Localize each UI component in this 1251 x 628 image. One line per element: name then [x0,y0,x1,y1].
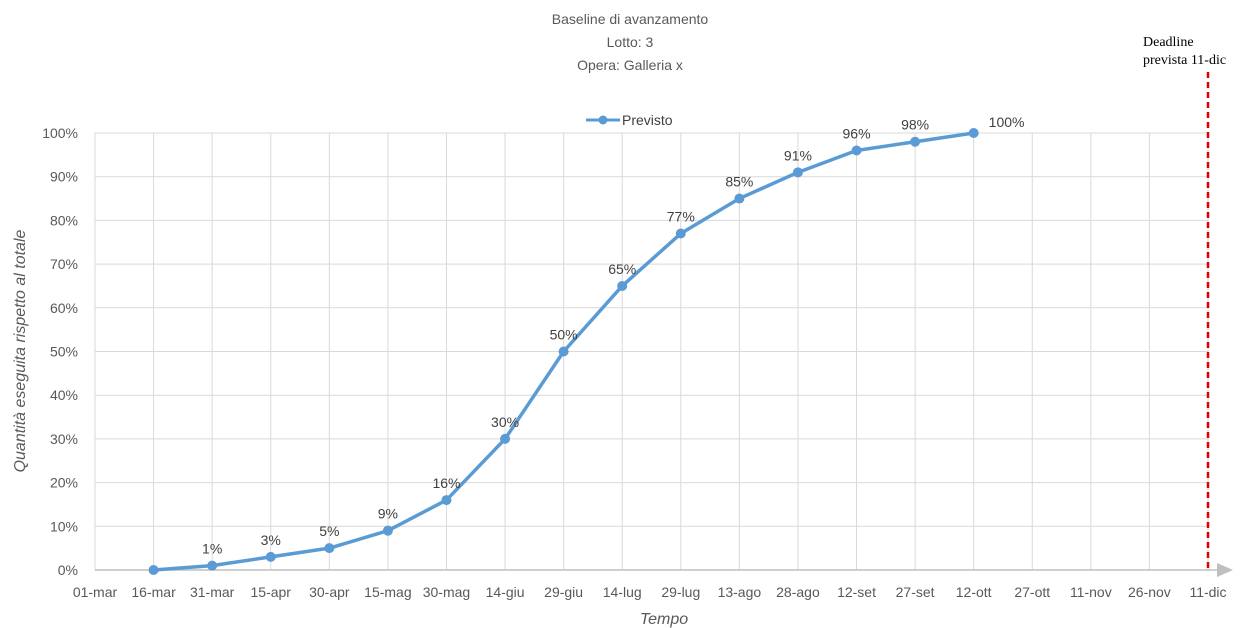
data-label: 3% [261,532,281,548]
data-label: 98% [901,117,929,133]
x-tick-label: 14-lug [603,584,642,600]
data-point-marker [441,495,452,506]
deadline-label-line-1: Deadline [1143,35,1194,50]
x-tick-label: 12-ott [956,584,992,600]
data-point-marker [734,193,745,204]
legend-swatch-marker [598,115,608,125]
x-tick-label: 27-ott [1014,584,1050,600]
data-label: 1% [202,541,222,557]
x-tick-label: 13-ago [718,584,762,600]
x-tick-label: 15-mag [364,584,411,600]
data-point-marker [851,145,862,156]
deadline-marker: Deadline prevista 11-dic [1143,35,1226,570]
data-label: 85% [725,174,753,190]
data-point-marker [675,228,686,239]
y-tick-label: 90% [50,169,78,185]
data-point-marker [324,543,335,554]
legend: Previsto [586,112,673,128]
data-point-marker [968,128,979,138]
y-tick-label: 80% [50,212,78,228]
series-previsto [148,128,979,575]
x-tick-label: 27-set [896,584,935,600]
x-tick-label: 31-mar [190,584,235,600]
data-label: 50% [550,327,578,343]
x-tick-label: 30-mag [423,584,470,600]
x-tick-label: 15-apr [251,584,292,600]
data-point-marker [148,565,159,575]
data-point-marker [617,280,628,291]
deadline-label-line-2: prevista 11-dic [1143,53,1226,68]
y-axis-title: Quantità eseguita rispetto al totale [12,229,29,472]
legend-label-previsto: Previsto [622,112,673,128]
x-tick-label: 11-nov [1070,584,1112,600]
x-tick-label: 30-apr [309,584,350,600]
x-axis: 01-mar 16-mar 31-mar 15-apr 30-apr 15-mag 30-m… [73,563,1233,600]
y-tick-label: 70% [50,256,78,272]
chart-title-line-3: Opera: Galleria x [577,57,683,73]
data-label: 91% [784,147,812,163]
x-tick-label: 29-giu [544,584,583,600]
data-point-marker [265,551,276,562]
data-point-marker [500,433,511,444]
y-tick-label: 50% [50,344,78,360]
data-point-marker [382,525,393,536]
y-tick-label: 100% [42,125,78,141]
data-label: 30% [491,414,519,430]
data-labels: 1% 3% 5% 9% 16% 30% 50% 65% 77% 85% 91% 96% 98% 100% [202,114,1024,557]
x-tick-label: 14-giu [486,584,525,600]
x-axis-arrowhead [1217,563,1233,577]
x-tick-label: 29-lug [661,584,700,600]
x-axis-title: Tempo [640,611,688,628]
x-tick-label: 11-dic [1189,584,1226,600]
chart-title-line-2: Lotto: 3 [607,34,654,50]
data-label: 5% [319,523,339,539]
y-tick-label: 10% [50,518,78,534]
data-point-marker [558,346,569,357]
chart-title: Baseline di avanzamento Lotto: 3 Opera: … [552,11,709,73]
data-label: 9% [378,506,398,522]
data-point-marker [207,560,218,571]
x-tick-label: 12-set [837,584,876,600]
data-point-marker [792,167,803,178]
gridlines [94,132,1209,571]
y-axis-ticks: 0% 10% 20% 30% 40% 50% 60% 70% 80% 90% 100% [42,125,78,578]
x-tick-label: 16-mar [131,584,176,600]
x-tick-label: 26-nov [1128,584,1171,600]
data-point-marker [910,136,921,147]
data-label: 100% [989,114,1025,130]
y-tick-label: 20% [50,475,78,491]
y-tick-label: 60% [50,300,78,316]
data-label: 65% [608,261,636,277]
data-label: 77% [667,209,695,225]
y-tick-label: 40% [50,387,78,403]
chart-title-line-1: Baseline di avanzamento [552,11,709,27]
data-label: 16% [432,475,460,491]
y-tick-label: 30% [50,431,78,447]
x-tick-label: 28-ago [776,584,820,600]
data-label: 96% [843,125,871,141]
y-tick-label: 0% [58,562,78,578]
x-tick-label: 01-mar [73,584,118,600]
